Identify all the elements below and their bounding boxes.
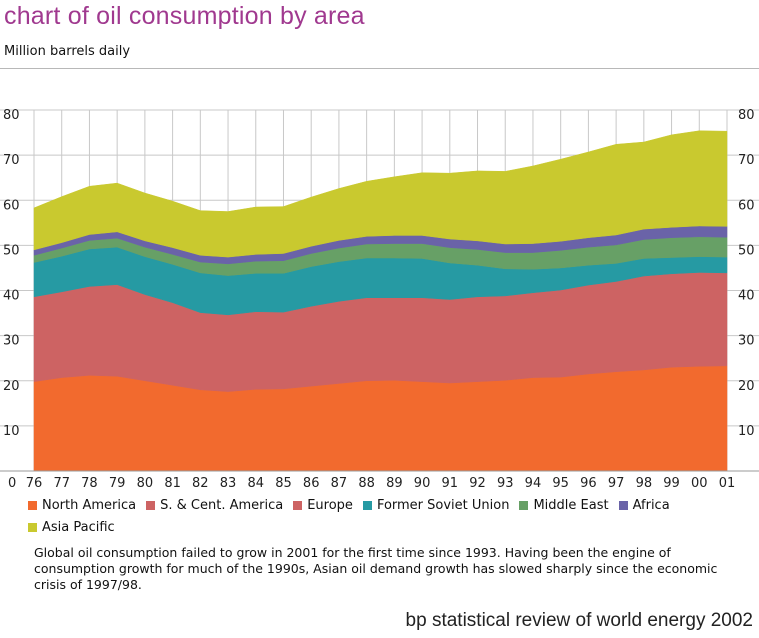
x-tick-label: 80 — [137, 476, 154, 491]
legend-label: Europe — [307, 497, 353, 513]
x-tick-label: 81 — [164, 476, 181, 491]
x-tick-label: 99 — [663, 476, 680, 491]
source-footer: bp statistical review of world energy 20… — [405, 610, 753, 631]
y-tick-label-left: 40 — [3, 289, 20, 304]
y-tick-label-right: 70 — [738, 153, 755, 168]
header-divider — [0, 68, 759, 69]
y-tick-label-left: 20 — [3, 379, 20, 394]
legend-label: North America — [42, 497, 137, 513]
legend-swatch — [28, 522, 37, 532]
x-tick-label: 92 — [469, 476, 486, 491]
chart-title: chart of oil consumption by area — [4, 2, 365, 30]
x-tick-label: 94 — [525, 476, 542, 491]
x-tick-label: 84 — [247, 476, 264, 491]
chart-subtitle: Million barrels daily — [4, 44, 131, 59]
x-tick-label: 93 — [497, 476, 514, 491]
legend-item: Asia Pacific — [28, 516, 115, 538]
x-tick-label: 82 — [192, 476, 209, 491]
legend-label: Africa — [632, 497, 670, 513]
x-tick-label: 85 — [275, 476, 292, 491]
y-tick-label-left: 10 — [3, 424, 20, 439]
legend-swatch — [146, 500, 156, 510]
y-tick-label-right: 30 — [738, 334, 755, 349]
x-tick-label: 98 — [636, 476, 653, 491]
legend-item: North America — [28, 494, 136, 516]
legend-item: Europe — [293, 494, 353, 516]
chart-legend: North America S. & Cent. America Europe For… — [28, 494, 748, 538]
x-tick-label: 90 — [414, 476, 431, 491]
x-tick-label: 01 — [719, 476, 736, 491]
y-tick-label-left: 50 — [3, 243, 20, 258]
x-tick-label: 76 — [26, 476, 43, 491]
legend-item: S. & Cent. America — [146, 494, 283, 516]
legend-swatch — [519, 500, 529, 510]
x-tick-label: 83 — [220, 476, 237, 491]
legend-label: S. & Cent. America — [160, 497, 284, 513]
area-series-asia-pacific — [33, 130, 728, 258]
chart-caption: Global oil consumption failed to grow in… — [34, 545, 718, 592]
x-tick-label: 97 — [608, 476, 625, 491]
legend-swatch — [293, 500, 303, 510]
legend-item: Africa — [618, 494, 670, 516]
legend-swatch — [618, 500, 628, 510]
area-chart: 80 80 70 70 60 60 50 50 40 40 30 30 20 20 10 10 76 77 78 79… — [0, 108, 759, 491]
legend-swatch — [28, 500, 37, 510]
x-tick-label: 78 — [81, 476, 98, 491]
y-tick-label-right: 20 — [738, 379, 755, 394]
y-tick-label-right: 10 — [738, 424, 755, 439]
legend-label: Asia Pacific — [42, 519, 115, 535]
x-tick-label: 95 — [552, 476, 569, 491]
axis-zero-label: 0 — [8, 476, 16, 491]
y-tick-label-left: 70 — [3, 153, 20, 168]
x-tick-label: 89 — [386, 476, 403, 491]
y-tick-label-right: 40 — [738, 289, 755, 304]
y-tick-label-left: 30 — [3, 334, 20, 349]
y-tick-label-left: 60 — [3, 198, 20, 213]
x-tick-label: 79 — [109, 476, 126, 491]
y-tick-label-left: 80 — [3, 108, 20, 123]
y-tick-label-right: 60 — [738, 198, 755, 213]
x-tick-label: 91 — [442, 476, 459, 491]
legend-label: Middle East — [533, 497, 609, 513]
x-tick-label: 87 — [331, 476, 348, 491]
x-tick-label: 88 — [358, 476, 375, 491]
area-series-north-america — [33, 365, 728, 472]
x-tick-label: 00 — [691, 476, 708, 491]
x-tick-label: 86 — [303, 476, 320, 491]
legend-item: Middle East — [519, 494, 609, 516]
legend-swatch — [362, 500, 372, 510]
x-tick-label: 96 — [580, 476, 597, 491]
x-tick-label: 77 — [53, 476, 70, 491]
y-tick-label-right: 50 — [738, 243, 755, 258]
y-tick-label-right: 80 — [738, 108, 755, 123]
legend-label: Former Soviet Union — [376, 497, 510, 513]
legend-item: Former Soviet Union — [362, 494, 510, 516]
